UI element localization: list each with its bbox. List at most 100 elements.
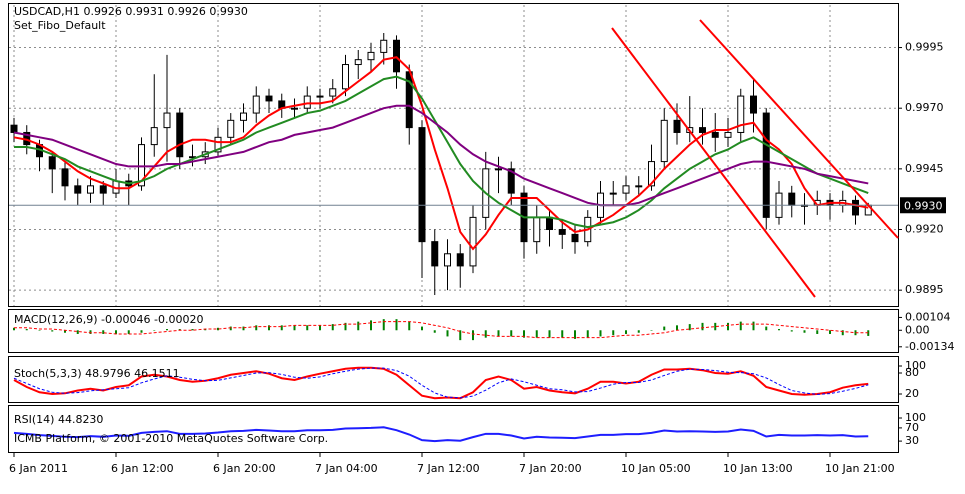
macd-histogram-bar: [280, 325, 283, 331]
candle-body: [48, 156, 56, 170]
macd-histogram-bar: [64, 330, 66, 333]
macd-histogram-bar: [153, 330, 156, 331]
candle-body: [138, 144, 145, 187]
y-tick-label: 0.9895: [905, 283, 944, 296]
candle-body: [673, 119, 681, 133]
macd-histogram-bar: [548, 330, 551, 338]
price-label-box: [900, 197, 946, 214]
indicator-line: [13, 366, 869, 400]
y-tick-label: 0.9945: [905, 162, 944, 175]
candle-body: [74, 185, 82, 194]
macd-histogram-bar: [765, 326, 768, 331]
y-tick-label: 0.00104: [905, 310, 951, 323]
candle-body: [342, 64, 349, 90]
macd-histogram-bar: [255, 325, 258, 331]
macd-histogram-bar: [841, 330, 844, 336]
macd-histogram-bar: [727, 322, 729, 331]
candle-body: [456, 253, 464, 267]
macd-histogram-bar: [344, 322, 347, 331]
candle-body: [762, 112, 770, 218]
candle-body: [546, 216, 553, 231]
macd-histogram-bar: [293, 325, 296, 331]
candle-body: [265, 95, 273, 102]
x-tick-label: 7 Jan 04:00: [315, 462, 378, 475]
macd-histogram-bar: [599, 330, 602, 337]
candle-body: [660, 119, 668, 163]
y-tick-label: 70: [905, 421, 919, 434]
macd-histogram-bar: [523, 330, 525, 338]
candle-body: [571, 233, 579, 243]
candle-body: [240, 112, 247, 121]
macd-histogram-bar: [637, 330, 640, 333]
moving-average: [14, 75, 869, 229]
candle-body: [329, 88, 337, 97]
x-tick-label: 6 Jan 12:00: [111, 462, 174, 475]
candle-body: [176, 112, 184, 158]
trend-line: [611, 27, 816, 298]
macd-histogram-bar: [89, 330, 92, 334]
macd-histogram-bar: [76, 330, 79, 334]
macd-histogram-bar: [535, 330, 538, 338]
macd-histogram-bar: [229, 326, 232, 331]
macd-histogram-bar: [803, 330, 806, 333]
macd-histogram-bar: [382, 319, 385, 331]
macd-histogram-bar: [625, 330, 627, 334]
macd-histogram-bar: [242, 326, 245, 331]
macd-histogram-bar: [408, 321, 411, 331]
candle-body: [788, 192, 796, 206]
macd-histogram-bar: [331, 324, 334, 331]
candle-body: [367, 51, 375, 61]
y-tick-label: 100: [905, 359, 926, 372]
candle-body: [495, 168, 502, 171]
macd-histogram-bar: [217, 327, 219, 331]
macd-histogram-bar: [13, 327, 15, 331]
macd-histogram-bar: [586, 330, 589, 338]
candle-body: [316, 95, 324, 98]
macd-histogram-bar: [115, 330, 117, 334]
y-tick-label: 80: [905, 366, 919, 379]
macd-histogram-bar: [484, 330, 487, 338]
macd-histogram-bar: [790, 330, 793, 332]
macd-signal-line: [14, 321, 869, 339]
main-panel-frame: [8, 3, 899, 307]
candle-body: [99, 185, 107, 194]
candle-body: [711, 131, 719, 138]
macd-histogram-bar: [395, 319, 398, 331]
macd-histogram-bar: [204, 329, 207, 331]
macd-histogram-bar: [701, 322, 704, 331]
candle-body: [150, 127, 158, 146]
copyright: ICMB Platform, © 2001-2010 MetaQuotes So…: [14, 432, 328, 445]
y-tick-label: 0.00: [905, 323, 930, 336]
candle-body: [635, 185, 643, 188]
macd-histogram-bar: [752, 321, 755, 331]
macd-histogram-bar: [459, 330, 462, 341]
indicator-line: [13, 426, 869, 443]
y-tick-label: 100: [905, 411, 926, 424]
candle-body: [214, 136, 222, 153]
candle-body: [558, 229, 566, 235]
candle-body: [227, 119, 235, 138]
stoch-title: Stoch(5,3,3) 48.9796 46.1511: [14, 367, 180, 380]
macd-histogram-bar: [688, 324, 691, 331]
candle-body: [609, 192, 617, 195]
macd-histogram-bar: [472, 330, 474, 341]
macd-histogram-bar: [319, 325, 321, 331]
candle-body: [533, 216, 541, 243]
candle-body: [354, 59, 362, 66]
macd-panel-frame: [8, 309, 899, 353]
candle-body: [648, 161, 655, 187]
macd-histogram-bar: [178, 329, 181, 331]
macd-histogram-bar: [166, 329, 168, 331]
candle-body: [393, 39, 400, 73]
candle-body: [444, 253, 451, 267]
candle-body: [699, 127, 706, 133]
macd-histogram-bar: [510, 330, 513, 337]
candle-body: [252, 95, 260, 114]
macd-title: MACD(12,26,9) -0.00046 -0.00020: [14, 313, 203, 326]
x-tick-label: 7 Jan 20:00: [519, 462, 582, 475]
macd-histogram-bar: [51, 330, 54, 332]
macd-histogram-bar: [433, 330, 436, 333]
macd-histogram-bar: [739, 321, 742, 331]
